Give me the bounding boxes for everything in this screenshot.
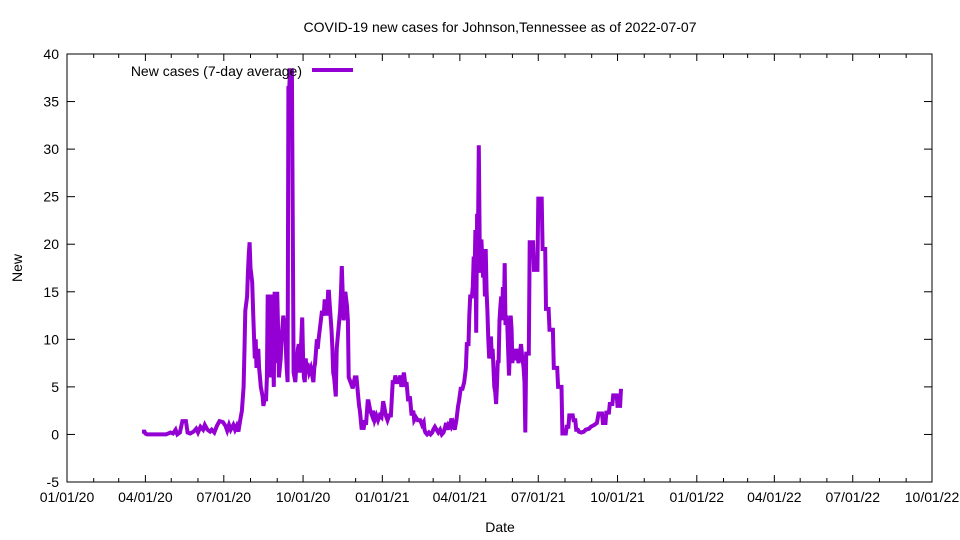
y-tick-label: -5: [47, 474, 60, 490]
x-tick-label: 01/01/22: [670, 489, 725, 505]
axes: -5 0 5 10 15 20 25 30 35 40 01/01/20 04/01/20 07/01/…: [40, 46, 960, 505]
x-tick-label: 04/01/21: [433, 489, 488, 505]
y-tick-label: 35: [43, 94, 59, 110]
x-tick-label: 04/01/20: [118, 489, 173, 505]
x-tick-label: 10/01/22: [905, 489, 960, 505]
chart-title: COVID-19 new cases for Johnson,Tennessee…: [303, 19, 696, 35]
y-tick-label: 30: [43, 141, 59, 157]
x-tick-label: 07/01/21: [511, 489, 566, 505]
x-tick-label: 04/01/22: [747, 489, 802, 505]
y-axis-label: New: [9, 253, 25, 282]
y-tick-label: 0: [51, 426, 59, 442]
y-tick-label: 5: [51, 379, 59, 395]
x-tick-label: 01/01/20: [40, 489, 95, 505]
x-tick-label: 07/01/20: [197, 489, 252, 505]
y-tick-label: 20: [43, 236, 59, 252]
x-tick-label: 10/01/21: [590, 489, 645, 505]
legend-entry-label: New cases (7-day average): [131, 63, 302, 79]
y-tick-label: 40: [43, 46, 59, 62]
y-tick-label: 15: [43, 284, 59, 300]
x-tick-label: 07/01/22: [825, 489, 880, 505]
x-tick-label: 10/01/20: [276, 489, 331, 505]
plot-area: [142, 68, 623, 439]
series-line: [142, 68, 623, 439]
x-tick-label: 01/01/21: [355, 489, 410, 505]
y-tick-label: 10: [43, 331, 59, 347]
x-axis-label: Date: [485, 519, 515, 535]
y-tick-label: 25: [43, 189, 59, 205]
plot-border: [66, 53, 933, 483]
